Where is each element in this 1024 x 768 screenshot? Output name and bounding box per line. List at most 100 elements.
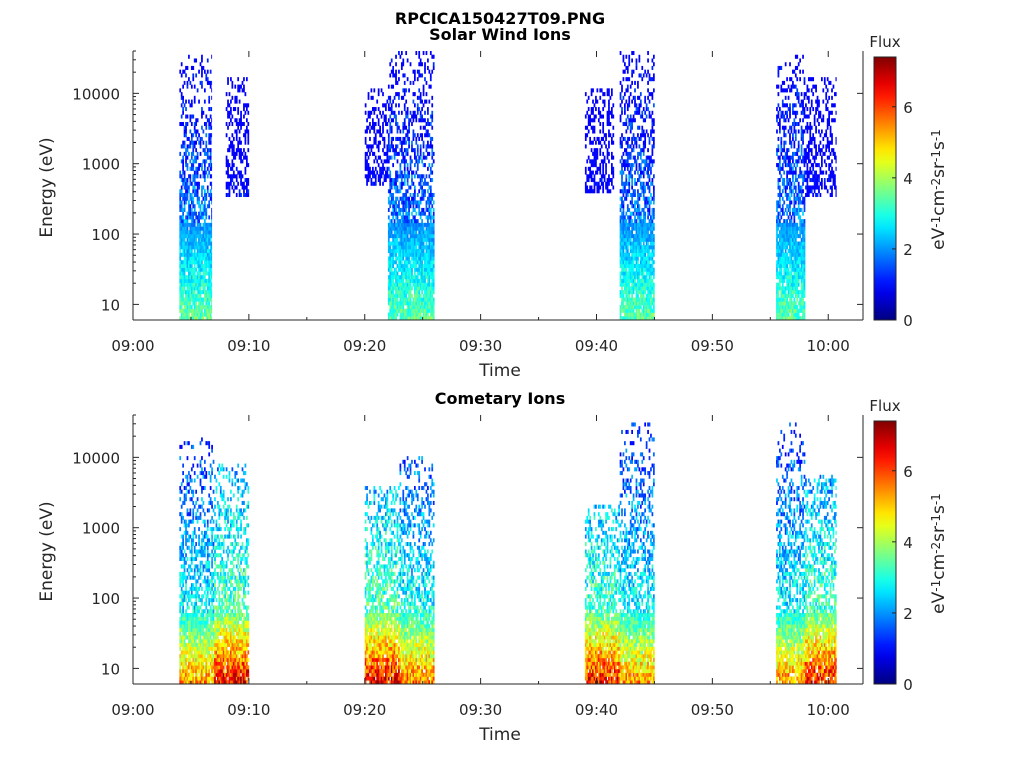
heatmap-cell [793,192,796,198]
heatmap-cell [429,166,432,171]
heatmap-cell [369,136,371,141]
heatmap-cell [399,148,402,153]
heatmap-cell [637,155,639,160]
heatmap-cell [405,51,408,56]
heatmap-cell [794,73,797,78]
heatmap-cell [409,245,412,250]
heatmap-cell [398,189,400,194]
heatmap-cell [418,312,421,317]
heatmap-cell [209,148,212,153]
heatmap-cell [230,99,232,104]
heatmap-cell [400,207,403,212]
heatmap-cell [206,222,209,227]
heatmap-cell [786,252,788,257]
heatmap-cell [403,245,406,250]
heatmap-cell [383,103,386,108]
heatmap-cell [205,290,208,295]
heatmap-cell [371,118,374,123]
heatmap-cell [185,305,187,310]
heatmap-cell [180,222,183,227]
heatmap-cells [179,51,837,321]
heatmap-cell [193,308,196,313]
heatmap-cell [208,267,211,272]
heatmap-cell [790,181,793,186]
heatmap-cell [793,118,796,123]
heatmap-cell [650,170,652,175]
heatmap-cell [386,159,389,164]
heatmap-cell [419,118,422,123]
heatmap-cell [787,129,790,134]
heatmap-cell [650,133,652,138]
heatmap-cell [396,245,399,250]
heatmap-cell [413,189,416,194]
heatmap-cell [780,136,783,141]
heatmap-cell [228,163,231,168]
heatmap-cell [208,80,211,85]
heatmap-cell [183,125,186,130]
heatmap-cell [373,129,376,134]
heatmap-cell [385,118,387,123]
heatmap-cell [198,133,200,138]
heatmap-cell [245,185,248,190]
heatmap-cell [403,230,406,235]
heatmap-cell [421,275,423,280]
heatmap-cell [651,92,654,97]
heatmap-cell [369,129,371,134]
heatmap-cell [180,189,183,194]
heatmap-cell [247,103,250,108]
heatmap-cell [373,107,376,112]
heatmap-cell [403,196,406,201]
heatmap-cell [405,159,408,164]
heatmap-cell [413,256,416,261]
heatmap-cell [179,207,182,212]
heatmap-cell [645,73,648,78]
heatmap-cell [429,140,432,145]
heatmap-cell [195,148,198,153]
heatmap-cell [409,200,412,205]
heatmap-cell [206,301,209,306]
heatmap-cell [603,92,606,97]
heatmap-cell [208,278,211,283]
heatmap-cell [419,211,422,216]
heatmap-cell [369,114,371,119]
heatmap-cell [399,181,402,186]
heatmap-cell [403,260,406,265]
heatmap-cell [777,215,780,220]
heatmap-cell [608,92,610,97]
heatmap-cell [201,107,203,112]
heatmap-cell [227,185,229,190]
heatmap-cell [625,267,628,272]
heatmap-cell [587,107,590,112]
heatmap-cell [400,159,403,164]
heatmap-cell [188,301,190,306]
heatmap-cell [179,282,182,287]
heatmap-cell [622,293,625,298]
heatmap-cell [186,215,189,220]
heatmap-cell [189,252,192,257]
heatmap-cell [389,249,392,254]
heatmap-cell [366,178,368,183]
heatmap-cell [402,174,405,179]
heatmap-cell [652,215,655,220]
heatmap-cell [227,174,229,179]
heatmap-cell [209,222,212,227]
heatmap-cell [186,148,189,153]
heatmap-cell [185,252,187,257]
heatmap-cell [784,62,787,67]
heatmap-cell [392,181,395,186]
heatmap-cell [418,95,421,100]
heatmap-cell [405,189,408,194]
heatmap-cell [403,286,406,291]
heatmap-cell [208,305,211,310]
heatmap-cell [389,222,392,227]
heatmap-cell [396,308,399,313]
heatmap-cell [794,185,797,190]
heatmap-cell [637,133,639,138]
heatmap-cell [403,121,406,127]
heatmap-cell [624,107,626,112]
heatmap-cell [192,241,195,246]
heatmap-cell [632,114,635,119]
heatmap-cell [428,133,431,138]
heatmap-cell [631,178,633,183]
heatmap-cell [403,159,406,164]
